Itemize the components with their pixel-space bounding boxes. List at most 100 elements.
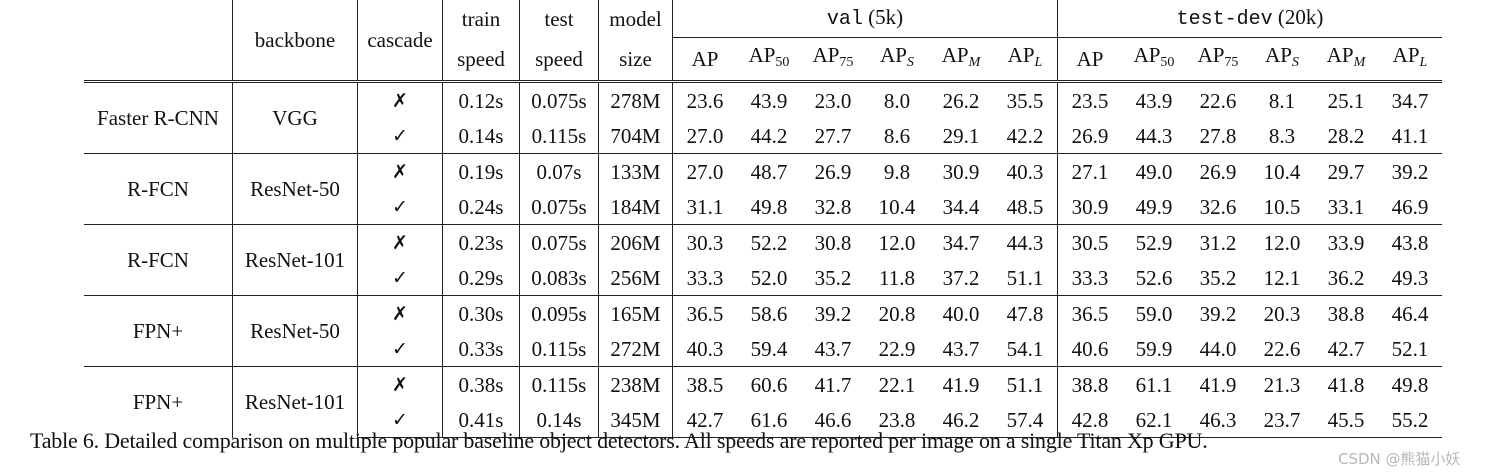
table-row: R-FCN ResNet-50 ✗ 0.19s 0.07s 133M 27.0 48.7 26.… — [84, 153, 1442, 225]
testdev-metric-header: APS — [1250, 37, 1314, 83]
val-metric-cell: 20.8 — [865, 295, 929, 331]
val-metric-cell: 46.6 — [801, 402, 865, 438]
testdev-metric-header: AP50 — [1122, 37, 1186, 83]
metric-base: AP — [1076, 47, 1104, 71]
testdev-metric-cell: 10.5 — [1263, 194, 1301, 219]
testdev-metric-cell: 49.0 — [1122, 153, 1186, 189]
val-metric-cell: 38.5 — [672, 366, 737, 402]
testdev-metric-cell: 30.9 — [1057, 189, 1122, 225]
testdev-metric-cell: 27.1 — [1057, 153, 1122, 189]
val-metric-header: APS — [865, 37, 929, 83]
detector-name: FPN+ — [84, 295, 233, 367]
testdev-metric-cell: 46.3 — [1186, 402, 1250, 438]
val-group-name: val — [826, 8, 863, 31]
cross-icon: ✗ — [392, 90, 408, 112]
val-metric-cell: 43.7 — [814, 336, 852, 361]
table-row: ✓ 0.41s 0.14s 345M 42.7 61.6 46.6 23.8 46.2 57.4 4… — [84, 402, 1442, 438]
testdev-metric-cell: 52.1 — [1391, 336, 1429, 361]
val-metric-cell: 12.0 — [865, 224, 929, 260]
testdev-metric-cell: 36.5 — [1057, 295, 1122, 331]
testdev-metric-cell: 34.7 — [1391, 88, 1429, 113]
backbone-name: VGG — [232, 81, 358, 154]
testdev-metric-cell: 36.2 — [1327, 265, 1365, 290]
metric-base: AP — [1197, 43, 1225, 67]
val-metric-cell: 40.3 — [672, 331, 737, 367]
val-metric-cell: 34.4 — [942, 194, 980, 219]
testdev-metric-cell: 52.6 — [1135, 265, 1173, 290]
testdev-metric-cell: 49.3 — [1391, 265, 1429, 290]
testdev-metric-header: AP75 — [1186, 37, 1250, 83]
testdev-metric-cell: 43.8 — [1378, 224, 1442, 260]
testdev-metric-cell: 46.9 — [1391, 194, 1429, 219]
model-size-cell: 345M — [598, 402, 673, 438]
test-speed-header-line2: speed — [519, 37, 599, 83]
val-metric-cell: 51.1 — [1006, 265, 1044, 290]
cross-icon: ✗ — [392, 161, 408, 183]
testdev-metric-cell: 12.1 — [1263, 265, 1301, 290]
metric-base: AP — [941, 43, 969, 67]
testdev-metric-cell: 22.6 — [1263, 336, 1301, 361]
detector-name: FPN+ — [84, 366, 233, 438]
val-metric-cell: 36.5 — [672, 295, 737, 331]
testdev-metric-header: AP — [1057, 37, 1122, 83]
train-speed-cell: 0.30s — [442, 295, 520, 331]
cross-icon: ✗ — [392, 374, 408, 396]
testdev-metric-header: APM — [1314, 37, 1378, 83]
train-speed-cell: 0.23s — [442, 224, 520, 260]
detector-name: R-FCN — [84, 224, 233, 296]
check-icon: ✓ — [392, 196, 408, 218]
val-metric-cell: 8.0 — [883, 88, 911, 113]
val-metric-header: AP50 — [737, 37, 801, 83]
train-speed-cell: 0.24s — [442, 189, 520, 225]
metric-base: AP — [1326, 43, 1354, 67]
testdev-metric-cell: 38.8 — [1314, 295, 1378, 331]
testdev-metric-cell: 10.4 — [1250, 153, 1314, 189]
val-metric-cell: 51.1 — [993, 366, 1058, 402]
testdev-group-header: test-dev (20k) — [1057, 0, 1442, 38]
testdev-metric-cell: 26.9 — [1057, 118, 1122, 154]
train-speed-cell: 0.14s — [442, 118, 520, 154]
val-metric-cell: 22.9 — [878, 336, 916, 361]
metric-base: AP — [812, 43, 840, 67]
test-speed-cell: 0.083s — [519, 260, 599, 296]
val-metric-cell: 23.6 — [672, 81, 737, 118]
val-metric-cell: 48.7 — [737, 153, 801, 189]
val-metric-cell: 52.2 — [737, 224, 801, 260]
testdev-metric-cell: 20.3 — [1250, 295, 1314, 331]
val-metric-cell: 42.7 — [672, 402, 737, 438]
metric-base: AP — [691, 47, 719, 71]
val-metric-cell: 35.5 — [1006, 88, 1044, 113]
metric-subscript: M — [968, 55, 981, 70]
train-speed-cell: 0.41s — [442, 402, 520, 438]
metric-subscript: M — [1353, 55, 1366, 70]
val-metric-cell: 23.8 — [865, 402, 929, 438]
val-metric-cell: 57.4 — [993, 402, 1058, 438]
testdev-metric-cell: 8.1 — [1268, 88, 1296, 113]
model-size-cell: 704M — [598, 118, 673, 154]
testdev-metric-cell: 52.9 — [1122, 224, 1186, 260]
metric-base: AP — [880, 43, 907, 67]
metric-base: AP — [1007, 43, 1035, 67]
testdev-metric-cell: 23.7 — [1250, 402, 1314, 438]
test-speed-cell: 0.14s — [519, 402, 599, 438]
cascade-header: cascade — [357, 0, 443, 82]
model-size-cell: 133M — [598, 153, 673, 189]
val-metric-cell: 41.9 — [929, 366, 993, 402]
val-metric-cell: 43.9 — [750, 88, 788, 113]
train-speed-cell: 0.29s — [442, 260, 520, 296]
cascade-cell: ✓ — [357, 189, 443, 225]
val-metric-header: AP — [672, 37, 737, 83]
testdev-metric-cell: 26.9 — [1186, 153, 1250, 189]
val-metric-cell: 29.1 — [942, 123, 980, 148]
testdev-metric-cell: 29.7 — [1314, 153, 1378, 189]
val-metric-cell: 58.6 — [737, 295, 801, 331]
cascade-cell: ✓ — [357, 260, 443, 296]
testdev-metric-cell: 44.0 — [1199, 336, 1237, 361]
val-metric-cell: 54.1 — [1006, 336, 1044, 361]
testdev-metric-cell: 22.6 — [1199, 88, 1237, 113]
testdev-metric-cell: 44.3 — [1135, 123, 1173, 148]
val-group-suffix: (5k) — [868, 5, 904, 29]
testdev-metric-cell: 62.1 — [1122, 402, 1186, 438]
model-size-cell: 238M — [598, 366, 673, 402]
testdev-metric-cell: 49.9 — [1135, 194, 1173, 219]
